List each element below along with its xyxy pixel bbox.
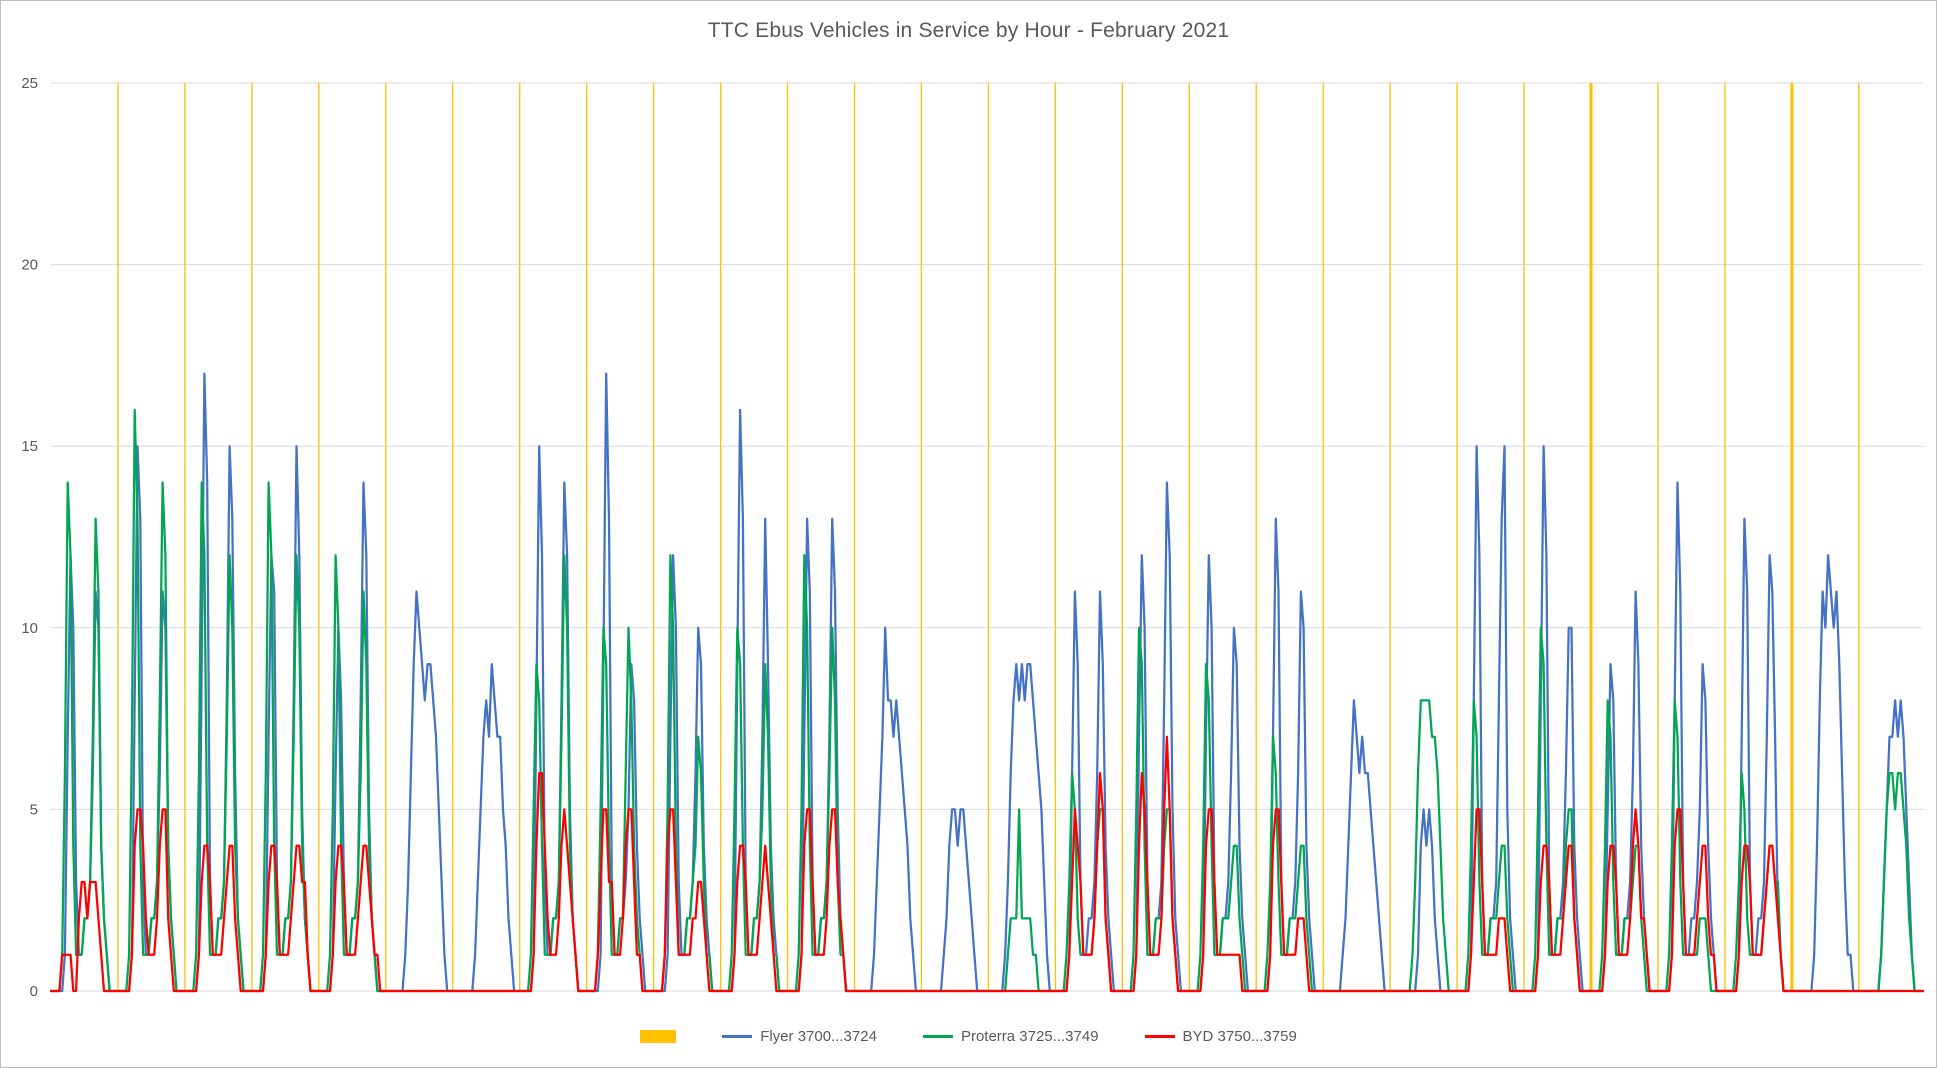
y-axis-tick-label-10: 10 [21,620,38,637]
flyer-swatch-icon [722,1034,753,1038]
y-axis-tick-label-5: 5 [30,801,38,818]
chart-title: TTC Ebus Vehicles in Service by Hour - F… [707,19,1230,42]
day-marker-swatch-icon [640,1029,677,1043]
byd-swatch-icon [1144,1034,1175,1038]
series-line-byd [49,735,1925,993]
chart-legend: Flyer 3700...3724 Proterra 3725...3749 BYD… [1,1021,1936,1051]
proterra-swatch-icon [922,1034,953,1038]
legend-item-byd: BYD 3750...3759 [1144,1027,1297,1045]
legend-item-day-marker [640,1029,677,1043]
legend-label: Proterra 3725...3749 [960,1027,1099,1045]
legend-item-proterra: Proterra 3725...3749 [922,1027,1099,1045]
y-axis-tick-label-15: 15 [21,438,38,455]
series-line-proterra [49,408,1925,993]
y-axis-tick-label-25: 25 [21,75,38,92]
legend-item-flyer: Flyer 3700...3724 [722,1028,877,1045]
legend-label: Flyer 3700...3724 [760,1027,877,1045]
legend-label: BYD 3750...3759 [1182,1027,1297,1045]
y-axis-tick-label-0: 0 [30,983,38,1000]
y-axis-tick-label-20: 20 [21,257,38,274]
